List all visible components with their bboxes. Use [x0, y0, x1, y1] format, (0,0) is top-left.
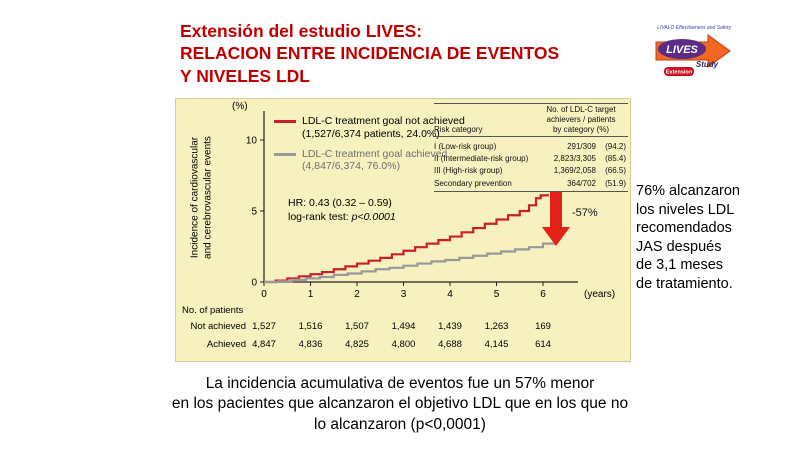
- bottom-caption: La incidencia acumulativa de eventos fue…: [171, 375, 629, 433]
- patients-count: 1,507: [345, 321, 369, 332]
- x-tick-label: 4: [447, 289, 453, 300]
- x-tick-label: 3: [401, 289, 407, 300]
- risk-pct: (66.5): [605, 166, 626, 176]
- hr-text: HR: 0.43 (0.32 – 0.59): [288, 197, 392, 209]
- logo-badge: [664, 67, 694, 76]
- risk-category: III (High-risk group): [434, 166, 503, 176]
- patients-count: 4,800: [391, 339, 416, 350]
- x-axis-unit-label: (years): [584, 289, 615, 300]
- legend-label-achieved: LDL-C treatment goal achieved: [302, 147, 448, 160]
- risk-table-row: II (Intermediate-risk group) 2,823/3,305 (…: [434, 154, 628, 164]
- patients-row: Not achieved 1,527 1,516 1,507 1,494 1,439 1,2…: [176, 321, 632, 335]
- logrank-prefix: log-rank test:: [288, 211, 352, 224]
- patients-at-risk-table: No. of patients Not achieved 1,527 1,516 1,…: [176, 99, 632, 363]
- reduction-label: -57%: [572, 207, 598, 219]
- patients-row: Achieved 4,847 4,836 4,825 4,800 4,688 4,145 61…: [176, 339, 632, 353]
- risk-pct: (51.9): [605, 178, 626, 188]
- y-tick-label: 0: [251, 278, 257, 289]
- risk-category-table: Risk category No. of LDL-C target achiev…: [434, 103, 628, 193]
- patients-count: 1,494: [391, 321, 416, 332]
- risk-value: 364/702: [567, 178, 596, 188]
- y-tick-label: 5: [251, 207, 257, 218]
- patients-row-label: Not achieved: [190, 321, 246, 332]
- plot-legend: LDL-C treatment goal not achieved (1,527…: [274, 115, 465, 180]
- legend-label-not-achieved: LDL-C treatment goal not achieved: [302, 115, 465, 127]
- lives-logo-graphic: LIVALO Effectiveness and Safety LIVES St…: [655, 25, 731, 76]
- legend-entry-achieved: LDL-C treatment goal achieved (4,847/6,3…: [274, 148, 465, 174]
- chart-panel: (%) Incidence of cardiovascular and cere…: [175, 98, 631, 362]
- patients-count: 614: [535, 339, 551, 350]
- logo-study-text: Study: [696, 60, 719, 69]
- risk-category: Secondary prevention: [434, 178, 512, 188]
- x-tick-label: 5: [494, 289, 500, 300]
- x-tick-label: 6: [540, 289, 546, 300]
- legend-entry-not-achieved: LDL-C treatment goal not achieved (1,527…: [274, 115, 465, 141]
- risk-table-rows: I (Low-risk group) 291/309 (94.2) II (Inter…: [434, 137, 628, 193]
- risk-category: II (Intermediate-risk group): [434, 154, 529, 163]
- risk-table-header: Risk category No. of LDL-C target achiev…: [434, 103, 628, 138]
- legend-text-achieved: LDL-C treatment goal achieved (4,847/6,3…: [302, 148, 447, 174]
- logrank-pvalue: p<0.0001: [351, 211, 396, 224]
- y-axis-unit: (%): [232, 101, 248, 112]
- patients-count: 169: [535, 321, 551, 332]
- series-achieved: [264, 239, 556, 284]
- risk-pct: (85.4): [605, 154, 626, 163]
- x-tick-label: 0: [261, 289, 267, 300]
- logrank-text: log-rank test: p<0.0001: [288, 210, 396, 224]
- patients-count: 4,688: [438, 339, 462, 350]
- risk-table-row: Secondary prevention 364/702 (51.9): [434, 179, 628, 189]
- slide-title-line-3: Y NIVELES LDL: [180, 65, 310, 86]
- patients-table-title: No. of patients: [182, 305, 244, 316]
- risk-value: 291/309: [567, 141, 596, 151]
- slide-title: Extensión del estudio LIVES: RELACION EN…: [180, 20, 559, 87]
- slide-title-line-1: Extensión del estudio LIVES:: [180, 21, 423, 41]
- x-tick-label: 1: [308, 289, 314, 300]
- legend-swatch-achieved: [274, 152, 296, 156]
- risk-col2-header: No. of LDL-C target achievers / patients…: [546, 105, 616, 134]
- patients-count: 1,527: [252, 321, 276, 332]
- logo-ellipse: [658, 39, 706, 59]
- risk-table-row: III (High-risk group) 1,369/2,058 (66.5): [434, 166, 628, 176]
- risk-value: 2,823/3,305: [553, 154, 596, 163]
- legend-swatch-not-achieved: [274, 120, 296, 123]
- logo-top-text: LIVALO Effectiveness and Safety: [657, 25, 731, 31]
- patients-count: 1,263: [484, 321, 509, 332]
- patients-count: 1,439: [438, 321, 462, 332]
- slide-title-line-2: RELACION ENTRE INCIDENCIA DE EVENTOS: [180, 43, 560, 64]
- legend-detail-not-achieved: (1,527/6,374 patients, 24.0%): [302, 127, 440, 140]
- x-tick-label: 2: [354, 289, 360, 300]
- risk-value: 1,369/2,058: [553, 166, 596, 176]
- patients-count: 4,825: [345, 339, 369, 350]
- km-plot: 0 5 10 0 1 2 3 4 5 6 (years) -57%: [246, 111, 615, 300]
- logo-name: LIVES: [666, 44, 698, 56]
- legend-detail-achieved: (4,847/6,374, 76.0%): [302, 160, 401, 173]
- risk-table-row: I (Low-risk group) 291/309 (94.2): [434, 142, 628, 152]
- legend-text-not-achieved: LDL-C treatment goal not achieved (1,527…: [302, 115, 465, 141]
- patients-count: 4,145: [484, 339, 509, 350]
- patients-count: 4,847: [252, 339, 276, 350]
- reduction-arrow-icon: [542, 191, 570, 246]
- series-not-achieved: [264, 193, 549, 284]
- patients-row-label: Achieved: [206, 339, 246, 350]
- risk-pct: (94.2): [605, 141, 626, 151]
- lives-logo: LIVALO Effectiveness and Safety LIVES St…: [650, 22, 738, 78]
- hr-annotation: HR: 0.43 (0.32 – 0.59) log-rank test: p<…: [288, 196, 396, 224]
- patients-count: 4,836: [298, 339, 323, 350]
- patients-count: 1,516: [298, 321, 323, 332]
- side-note: 76% alcanzaron los niveles LDL recomenda…: [636, 183, 740, 292]
- risk-category: I (Low-risk group): [434, 141, 497, 151]
- logo-badge-text: Extension: [666, 70, 693, 76]
- risk-col1-header: Risk category: [434, 124, 483, 134]
- y-tick-label: 10: [246, 136, 258, 147]
